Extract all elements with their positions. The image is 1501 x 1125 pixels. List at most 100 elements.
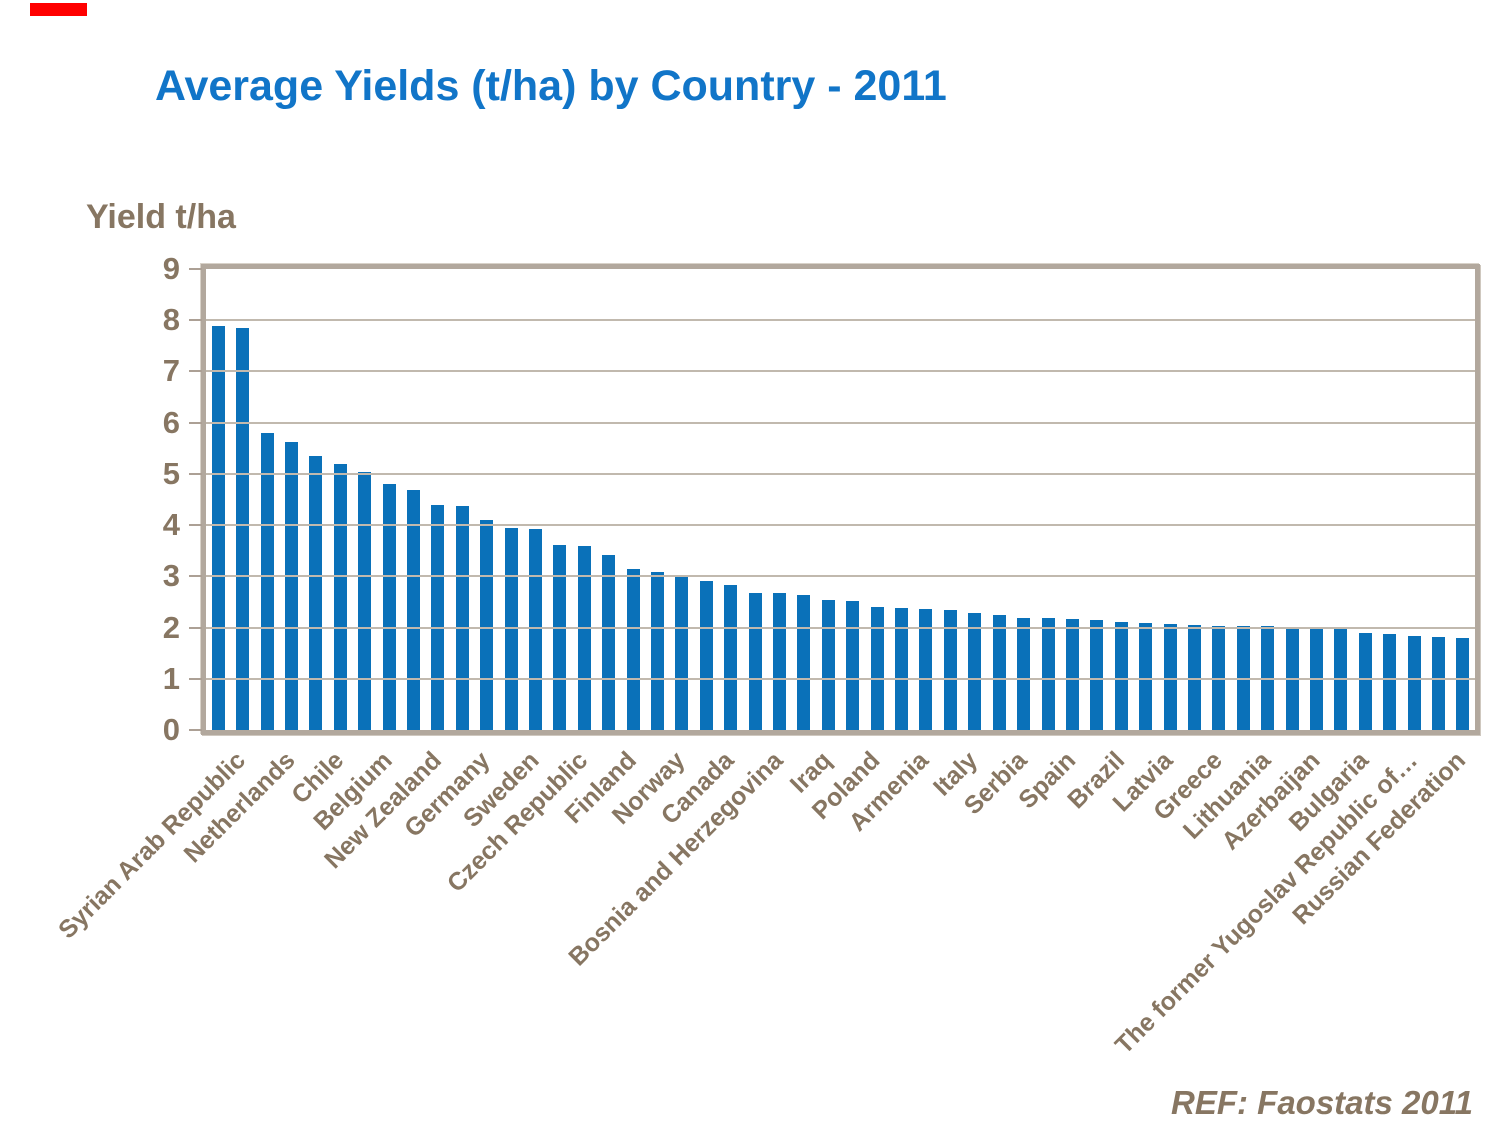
bar <box>895 607 909 730</box>
bar <box>1456 638 1470 730</box>
y-tick-label: 8 <box>162 302 180 338</box>
bar-slot <box>1085 269 1109 730</box>
y-tick-label: 9 <box>162 251 180 286</box>
bar <box>504 528 518 730</box>
gridline <box>206 472 1475 475</box>
bar-slot <box>1304 269 1328 730</box>
bar-slot <box>694 269 718 730</box>
bar-slot <box>914 269 938 730</box>
y-tick-mark <box>189 677 202 680</box>
bar-slot <box>1402 269 1426 730</box>
bar-slot <box>1011 269 1035 730</box>
bar <box>870 607 884 730</box>
bar-slot <box>1207 269 1231 730</box>
bar <box>309 455 323 730</box>
y-tick-mark <box>189 472 202 475</box>
bar-slot <box>1329 269 1353 730</box>
bar <box>968 613 982 730</box>
bar-slot <box>938 269 962 730</box>
bar-slot <box>1255 269 1279 730</box>
bar-slot <box>426 269 450 730</box>
y-tick-mark <box>189 575 202 578</box>
bar-slot <box>841 269 865 730</box>
bar <box>577 546 591 730</box>
bar-slot <box>1182 269 1206 730</box>
y-tick-label: 0 <box>162 712 180 747</box>
bar-slot <box>645 269 669 730</box>
bar-slot <box>499 269 523 730</box>
bar <box>553 544 567 730</box>
bar-slot <box>743 269 767 730</box>
gridline <box>206 421 1475 424</box>
bar-slot <box>474 269 498 730</box>
bar-slot <box>865 269 889 730</box>
bar <box>821 600 835 730</box>
bar-slot <box>1133 269 1157 730</box>
plot-area <box>201 264 1480 735</box>
bar <box>1017 617 1031 730</box>
chart-title: Average Yields (t/ha) by Country - 2011 <box>155 62 947 110</box>
bar <box>651 572 665 730</box>
bar <box>797 595 811 730</box>
bar-slot <box>767 269 791 730</box>
bar-slot <box>230 269 254 730</box>
bar <box>1432 637 1446 730</box>
gridline <box>206 677 1475 680</box>
y-tick-label: 6 <box>162 404 180 440</box>
reference-note: REF: Faostats 2011 <box>1171 1084 1473 1121</box>
y-tick-mark <box>189 370 202 373</box>
bar <box>1114 622 1128 730</box>
bar <box>382 484 396 730</box>
y-tick-mark <box>189 524 202 527</box>
bar-slot <box>548 269 572 730</box>
y-tick-mark <box>189 421 202 424</box>
bar <box>626 568 640 730</box>
y-tick-label: 7 <box>162 353 180 389</box>
bar <box>528 529 542 730</box>
bar <box>943 610 957 730</box>
gridline <box>206 370 1475 373</box>
bar <box>1187 625 1201 730</box>
bar-slot <box>1109 269 1133 730</box>
bar <box>602 554 616 730</box>
bar-slot <box>572 269 596 730</box>
y-tick-mark <box>189 729 202 731</box>
bar-slot <box>377 269 401 730</box>
bar <box>724 584 738 730</box>
bar-slot <box>401 269 425 730</box>
bar-slot <box>1451 269 1475 730</box>
bar <box>1090 619 1104 730</box>
bar-slot <box>1378 269 1402 730</box>
bar-slot <box>1426 269 1450 730</box>
bar <box>431 504 445 730</box>
bar-slot <box>304 269 328 730</box>
gridline <box>206 319 1475 322</box>
bar-slot <box>792 269 816 730</box>
bar-slot <box>1280 269 1304 730</box>
bar-slot <box>670 269 694 730</box>
y-tick-label: 2 <box>162 609 180 645</box>
bar <box>333 464 347 730</box>
bar <box>1139 623 1153 730</box>
bar <box>1358 632 1372 730</box>
bar <box>675 574 689 730</box>
bar <box>1163 624 1177 730</box>
y-axis-title: Yield t/ha <box>86 198 236 236</box>
bar <box>455 505 469 730</box>
red-marker-bar <box>30 3 87 16</box>
bar <box>480 520 494 730</box>
bar <box>1041 618 1055 730</box>
bars-container <box>206 269 1475 730</box>
bar <box>1383 634 1397 730</box>
y-tick-label: 4 <box>162 507 180 543</box>
bar-slot <box>987 269 1011 730</box>
gridline <box>206 626 1475 629</box>
bar-slot <box>597 269 621 730</box>
bar-slot <box>1231 269 1255 730</box>
bar <box>1065 619 1079 730</box>
x-axis-label: Syrian Arab Republic <box>53 746 252 945</box>
bar-slot <box>279 269 303 730</box>
bar-slot <box>1158 269 1182 730</box>
bar <box>919 608 933 730</box>
